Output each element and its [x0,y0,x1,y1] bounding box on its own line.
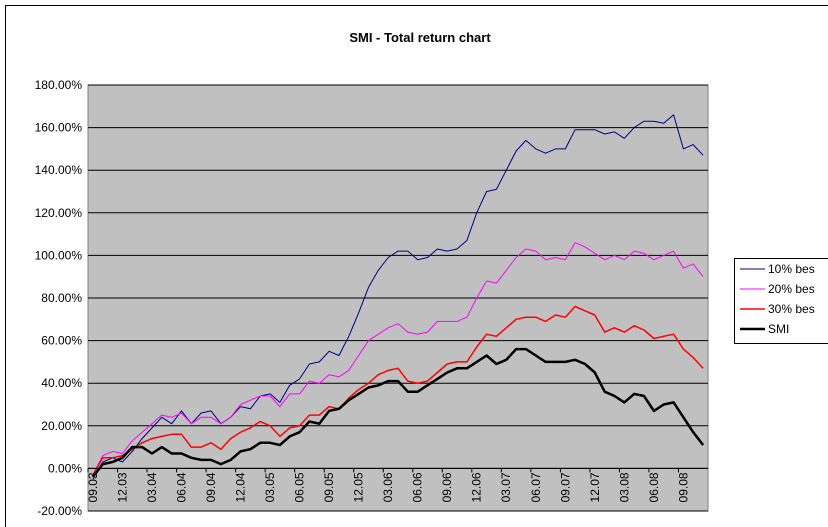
x-tick-label: 12.04 [234,472,248,502]
y-tick-label: 160.00% [35,121,83,135]
x-tick-label: 06.06 [411,472,425,502]
lines [91,114,705,480]
x-tick-label: 09.03 [86,472,100,502]
legend-label: 30% bes [768,302,815,316]
x-tick-label: 09.05 [322,472,336,502]
x-tick-label: 06.08 [647,472,661,502]
x-tick-label: 06.04 [174,472,188,502]
x-tick-label: 03.05 [263,472,277,502]
y-tick-label: 140.00% [35,163,83,177]
chart-title: SMI - Total return chart [349,30,491,45]
y-tick-label: 40.00% [41,376,82,390]
x-tick-label: 03.08 [617,472,631,502]
x-tick-label: 12.05 [352,472,366,502]
x-tick-label: 09.06 [440,472,454,502]
x-tick-label: 09.04 [204,472,218,502]
y-tick-label: 60.00% [41,334,82,348]
x-tick-label: 09.07 [558,472,572,502]
series-line [92,242,704,476]
series-line [92,114,704,480]
y-tick-label: -20.00% [37,504,82,518]
x-tick-label: 09.08 [676,472,690,502]
y-tick-label: 120.00% [35,206,83,220]
x-tick-label: 12.03 [115,472,129,502]
x-tick-label: 03.04 [145,472,159,502]
x-tick-label: 03.07 [499,472,513,502]
legend-entries: 10% bes 20% bes 30% bes SMI [740,262,815,336]
y-tick-label: 100.00% [35,248,83,262]
y-tick-label: 180.00% [35,78,83,92]
legend-label: 20% bes [768,282,815,296]
x-tick-label: 03.06 [381,472,395,502]
y-tick-label: 0.00% [48,461,82,475]
x-tick-label: 12.06 [470,472,484,502]
y-tick-label: 80.00% [41,291,82,305]
legend-label: 10% bes [768,262,815,276]
series-line [91,347,705,478]
y-tick-label: 20.00% [41,419,82,433]
x-tick-label: 06.07 [529,472,543,502]
series-line [92,305,704,476]
x-labels: 09.03 12.03 03.04 06.04 09.04 12.04 03.05 06.05… [86,467,708,502]
x-tick-label: 06.05 [293,472,307,502]
x-tick-label: 12.07 [588,472,602,502]
legend-label: SMI [768,322,789,336]
